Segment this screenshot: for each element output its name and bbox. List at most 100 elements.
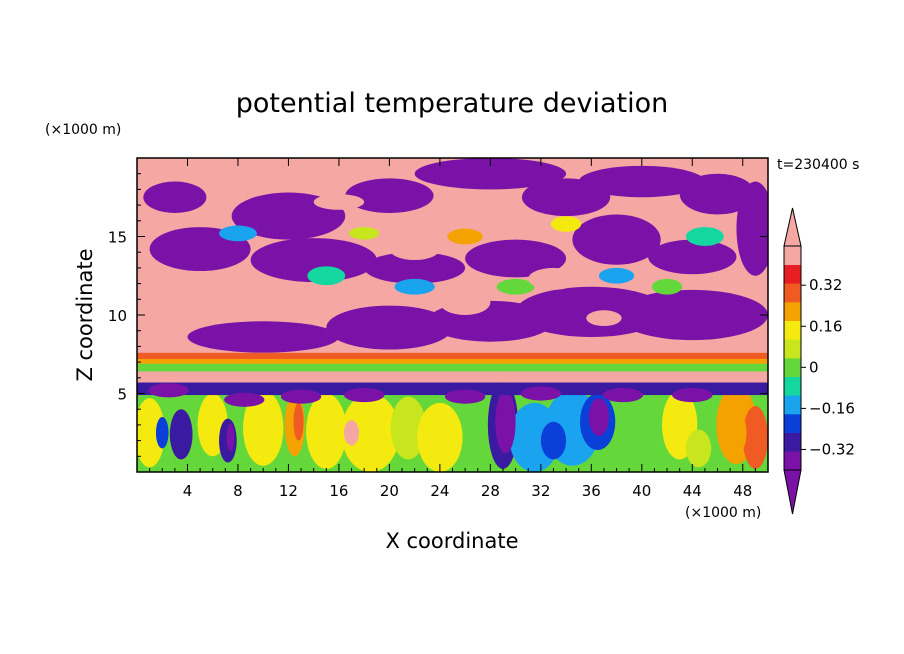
- boundary-layer-dome: [444, 389, 486, 404]
- time-label: t=230400 s: [777, 157, 859, 173]
- boundary-layer-dome: [520, 386, 562, 401]
- upper-transition-patch: [598, 267, 635, 284]
- x-tick-label: 8: [233, 482, 243, 500]
- colorbar-under-arrow: [783, 469, 802, 515]
- x-axis-label: X coordinate: [385, 529, 518, 553]
- x-axis-ticks: 4 8 12 16 20 24 28 32 36 40 44 48: [149, 158, 756, 500]
- upper-purple-region: [679, 173, 756, 215]
- upper-transition-patch: [349, 227, 380, 240]
- upper-transition-patch: [219, 225, 257, 242]
- upper-transition-patch: [447, 228, 483, 245]
- x-tick-label: 40: [632, 482, 651, 500]
- boundary-layer-core: [588, 398, 609, 436]
- boundary-layer-cell: [468, 393, 487, 472]
- boundary-layer-core: [226, 423, 235, 452]
- boundary-layer-core: [726, 410, 747, 455]
- boundary-layer-cell: [137, 398, 165, 468]
- colorbar-band: [784, 358, 801, 377]
- inversion-pink-band: [137, 371, 768, 383]
- boundary-layer-cell: [169, 409, 193, 460]
- inversion-orange-band: [137, 358, 768, 364]
- x-tick-label: 12: [279, 482, 298, 500]
- y-axis-label: Z coordinate: [73, 248, 97, 381]
- upper-purple-region: [648, 239, 737, 275]
- upper-purple-region: [326, 305, 453, 350]
- colorbar-band: [784, 283, 801, 303]
- colorbar-band: [784, 246, 801, 265]
- boundary-layer-cell: [742, 406, 768, 469]
- colorbar-band: [784, 414, 801, 433]
- boundary-layer-core: [293, 402, 304, 441]
- upper-pink-patch: [528, 267, 579, 290]
- colorbar-label: 0.16: [809, 317, 842, 335]
- boundary-layer-core: [495, 390, 516, 454]
- upper-purple-region: [578, 165, 705, 198]
- upper-purple-region: [616, 289, 768, 341]
- boundary-layer-dome: [280, 389, 322, 404]
- y-tick-label: 10: [108, 307, 127, 325]
- boundary-layer-dome: [148, 383, 189, 398]
- upper-pink-patch: [439, 289, 491, 315]
- chart-title: potential temperature deviation: [236, 88, 668, 119]
- upper-transition-patch: [496, 278, 535, 295]
- colorbar-band: [784, 302, 801, 321]
- colorbar-band: [784, 432, 801, 452]
- x-tick-label: 36: [582, 482, 601, 500]
- upper-purple-region: [364, 252, 466, 284]
- x-tick-label: 28: [481, 482, 500, 500]
- y-unit-label: (×1000 m): [45, 122, 121, 138]
- upper-purple-region: [143, 181, 207, 213]
- upper-pink-patch: [313, 194, 365, 210]
- inversion-red-band: [137, 352, 768, 359]
- boundary-layer-dome: [224, 392, 265, 407]
- colorbar-frame: [783, 245, 802, 471]
- boundary-layer-dome: [602, 388, 644, 403]
- boundary-layer-cell: [341, 393, 400, 472]
- colorbar-label: −0.32: [809, 440, 855, 458]
- colorbar-band: [784, 376, 801, 396]
- upper-pink-patch: [149, 304, 226, 320]
- upper-purple-region: [414, 158, 567, 190]
- colorbar-band: [784, 339, 801, 359]
- upper-purple-region: [465, 239, 567, 278]
- upper-transition-patch: [550, 216, 582, 232]
- x-tick-label: 20: [380, 482, 399, 500]
- y-tick-label: 5: [117, 386, 127, 404]
- colorbar-label: −0.16: [809, 399, 855, 417]
- boundary-layer-cell: [417, 402, 463, 472]
- boundary-layer-core: [343, 420, 360, 446]
- upper-pink-patch: [389, 238, 440, 261]
- x-tick-label: 32: [531, 482, 550, 500]
- boundary-layer-core: [540, 421, 567, 460]
- boundary-layer-cell: [306, 393, 347, 469]
- x-tick-label: 16: [329, 482, 348, 500]
- boundary-layer-cell: [619, 395, 665, 471]
- upper-purple-region: [736, 181, 768, 276]
- colorbar: 0.32 0.16 0 −0.16 −0.32: [783, 207, 855, 515]
- colorbar-band: [784, 320, 801, 340]
- colorbar-over-arrow: [783, 207, 802, 247]
- upper-transition-patch: [394, 278, 435, 295]
- upper-pink-patch: [586, 310, 622, 326]
- colorbar-label: 0: [809, 358, 819, 376]
- colorbar-label: 0.32: [809, 276, 842, 294]
- y-axis-ticks: 5 10 15: [108, 173, 768, 457]
- upper-transition-patch: [651, 278, 683, 295]
- upper-transition-patch: [685, 227, 724, 246]
- y-tick-label: 15: [108, 229, 127, 247]
- upper-transition-patch: [307, 266, 346, 286]
- x-unit-label: (×1000 m): [685, 505, 761, 521]
- upper-purple-region: [345, 178, 434, 213]
- inversion-green-band: [137, 363, 768, 372]
- boundary-layer-dome: [672, 388, 713, 403]
- colorbar-band: [784, 395, 801, 415]
- upper-purple-region: [572, 214, 661, 265]
- heatmap-field: [137, 158, 768, 472]
- boundary-layer-dome: [343, 388, 385, 403]
- boundary-layer-cell: [243, 390, 284, 466]
- x-tick-label: 48: [733, 482, 752, 500]
- boundary-layer-cell: [390, 396, 426, 460]
- colorbar-band: [784, 451, 801, 471]
- upper-purple-region: [250, 238, 377, 283]
